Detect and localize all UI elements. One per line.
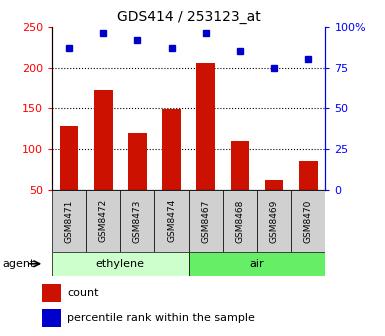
Bar [120, 190, 154, 252]
Text: agent: agent [3, 259, 35, 269]
Bar [189, 190, 223, 252]
Text: GSM8471: GSM8471 [65, 199, 74, 243]
Bar [52, 252, 189, 276]
Text: percentile rank within the sample: percentile rank within the sample [67, 313, 255, 323]
Text: air: air [250, 259, 264, 269]
Title: GDS414 / 253123_at: GDS414 / 253123_at [117, 10, 261, 25]
Bar [189, 252, 325, 276]
Bar [291, 190, 325, 252]
Bar [128, 133, 147, 190]
Text: count: count [67, 288, 99, 298]
Bar [223, 190, 257, 252]
Text: GSM8473: GSM8473 [133, 199, 142, 243]
Bar [42, 284, 61, 302]
Bar [162, 109, 181, 190]
Text: GSM8469: GSM8469 [270, 199, 279, 243]
Bar [60, 126, 79, 190]
Text: GSM8468: GSM8468 [235, 199, 244, 243]
Bar [299, 161, 318, 190]
Bar [196, 63, 215, 190]
Text: GSM8467: GSM8467 [201, 199, 210, 243]
Bar [154, 190, 189, 252]
Bar [264, 180, 283, 190]
Bar [231, 141, 249, 190]
Bar [257, 190, 291, 252]
Text: GSM8474: GSM8474 [167, 199, 176, 242]
Text: ethylene: ethylene [96, 259, 145, 269]
Bar [94, 90, 113, 190]
Bar [86, 190, 120, 252]
Text: GSM8470: GSM8470 [304, 199, 313, 243]
Text: GSM8472: GSM8472 [99, 199, 108, 242]
Bar [52, 190, 86, 252]
Bar [42, 309, 61, 327]
